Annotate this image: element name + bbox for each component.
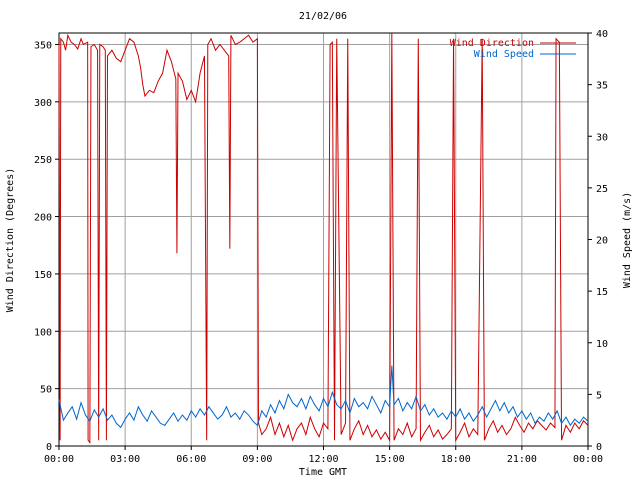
y-left-axis-label: Wind Direction (Degrees) bbox=[5, 168, 16, 313]
x-tick-label: 00:00 bbox=[44, 454, 74, 465]
x-tick-label: 18:00 bbox=[441, 454, 471, 465]
y-left-tick-label: 100 bbox=[34, 327, 52, 338]
y-right-tick-label: 0 bbox=[596, 442, 602, 453]
y-left-tick-label: 350 bbox=[34, 40, 52, 51]
y-right-tick-label: 25 bbox=[596, 184, 608, 195]
legend-label-speed: Wind Speed bbox=[474, 49, 534, 60]
y-left-tick-label: 200 bbox=[34, 213, 52, 224]
x-tick-label: 15:00 bbox=[375, 454, 405, 465]
x-tick-label: 09:00 bbox=[242, 454, 272, 465]
x-axis-label: Time GMT bbox=[299, 467, 347, 478]
y-left-tick-label: 300 bbox=[34, 98, 52, 109]
chart-title: 21/02/06 bbox=[299, 11, 347, 22]
y-right-tick-label: 15 bbox=[596, 287, 608, 298]
y-left-tick-label: 250 bbox=[34, 155, 52, 166]
y-right-tick-label: 20 bbox=[596, 236, 608, 247]
x-tick-label: 12:00 bbox=[308, 454, 338, 465]
x-tick-label: 03:00 bbox=[110, 454, 140, 465]
series-layer bbox=[58, 32, 589, 445]
legend-label-direction: Wind Direction bbox=[450, 38, 534, 49]
y-right-tick-label: 40 bbox=[596, 29, 608, 40]
y-right-tick-label: 5 bbox=[596, 390, 602, 401]
y-right-axis-label: Wind Speed (m/s) bbox=[622, 192, 633, 288]
legend: Wind Direction Wind Speed bbox=[450, 38, 576, 60]
y-right-tick-label: 10 bbox=[596, 339, 608, 350]
y-left-tick-label: 0 bbox=[46, 442, 52, 453]
y-left-tick-label: 50 bbox=[40, 385, 52, 396]
axis-ticks: 00:00 03:00 06:00 09:00 12:00 15:00 18:00 21:00… bbox=[34, 29, 608, 465]
y-right-tick-label: 35 bbox=[596, 81, 608, 92]
x-tick-label: 06:00 bbox=[176, 454, 206, 465]
x-tick-label: 00:00 bbox=[573, 454, 603, 465]
series-line-wind-speed bbox=[58, 365, 589, 429]
x-tick-label: 21:00 bbox=[507, 454, 537, 465]
y-left-tick-label: 150 bbox=[34, 270, 52, 281]
y-right-tick-label: 30 bbox=[596, 132, 608, 143]
series-line-wind-direction bbox=[58, 32, 589, 445]
